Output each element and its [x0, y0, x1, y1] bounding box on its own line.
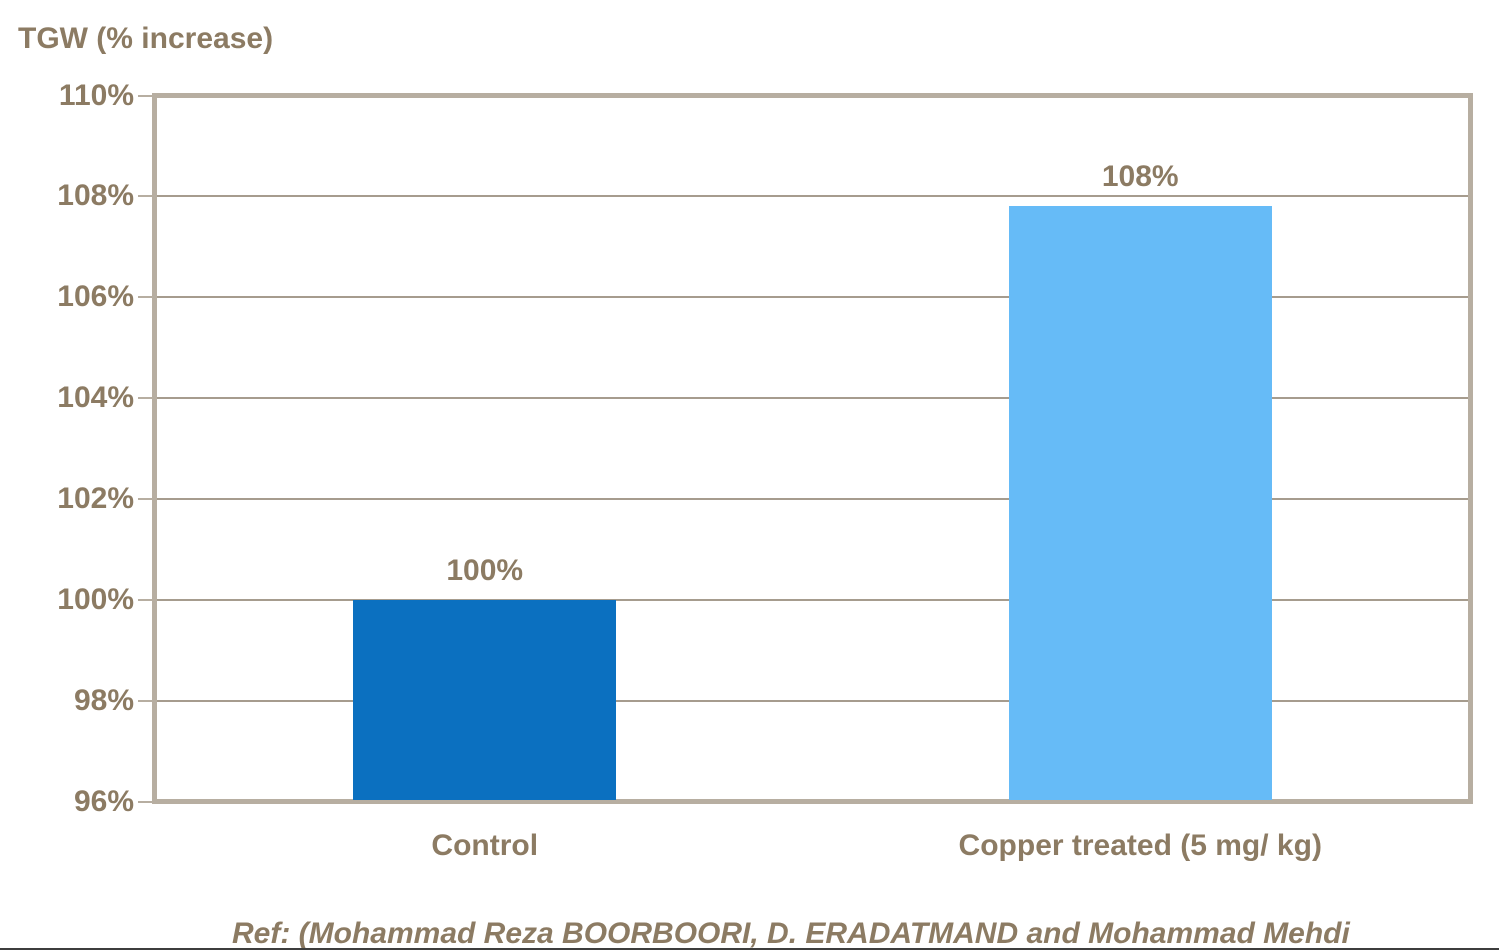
y-tick-label: 96% [73, 784, 134, 818]
y-tick-mark [138, 800, 154, 803]
y-tick-label: 98% [73, 683, 134, 717]
bar-value-label: 100% [446, 553, 524, 587]
y-tick-mark [138, 598, 154, 601]
y-tick-mark [138, 195, 154, 198]
y-tick-label: 106% [57, 280, 134, 314]
reference-citation: Ref: (Mohammad Reza BOORBOORI, D. ERADAT… [232, 917, 1350, 950]
y-tick-label: 110% [58, 78, 134, 112]
gridline [157, 699, 1468, 702]
x-category-label: Control [431, 829, 539, 862]
y-tick-label: 108% [57, 179, 134, 213]
y-tick-mark [138, 296, 154, 299]
bar-control [353, 599, 617, 801]
bar-value-label: 108% [1101, 160, 1179, 194]
bar-copper-treated-5-mg-kg [1008, 206, 1272, 801]
bottom-rule [0, 948, 1499, 950]
y-tick-label: 102% [57, 481, 134, 515]
gridline [157, 397, 1468, 400]
y-tick-label: 100% [57, 582, 134, 616]
y-tick-mark [138, 497, 154, 500]
y-tick-mark [138, 94, 154, 97]
gridline [157, 195, 1468, 198]
gridline [157, 296, 1468, 299]
y-tick-label: 104% [57, 381, 134, 415]
y-tick-mark [138, 699, 154, 702]
gridline [157, 598, 1468, 601]
gridline [157, 497, 1468, 500]
x-category-label: Copper treated (5 mg/ kg) [958, 829, 1322, 862]
plot-area [152, 93, 1473, 804]
chart-title: TGW (% increase) [18, 22, 274, 55]
y-tick-mark [138, 397, 154, 400]
